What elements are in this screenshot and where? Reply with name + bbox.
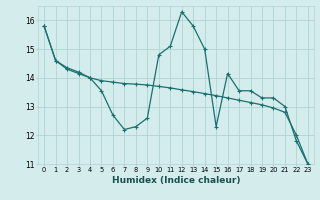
X-axis label: Humidex (Indice chaleur): Humidex (Indice chaleur) bbox=[112, 176, 240, 185]
